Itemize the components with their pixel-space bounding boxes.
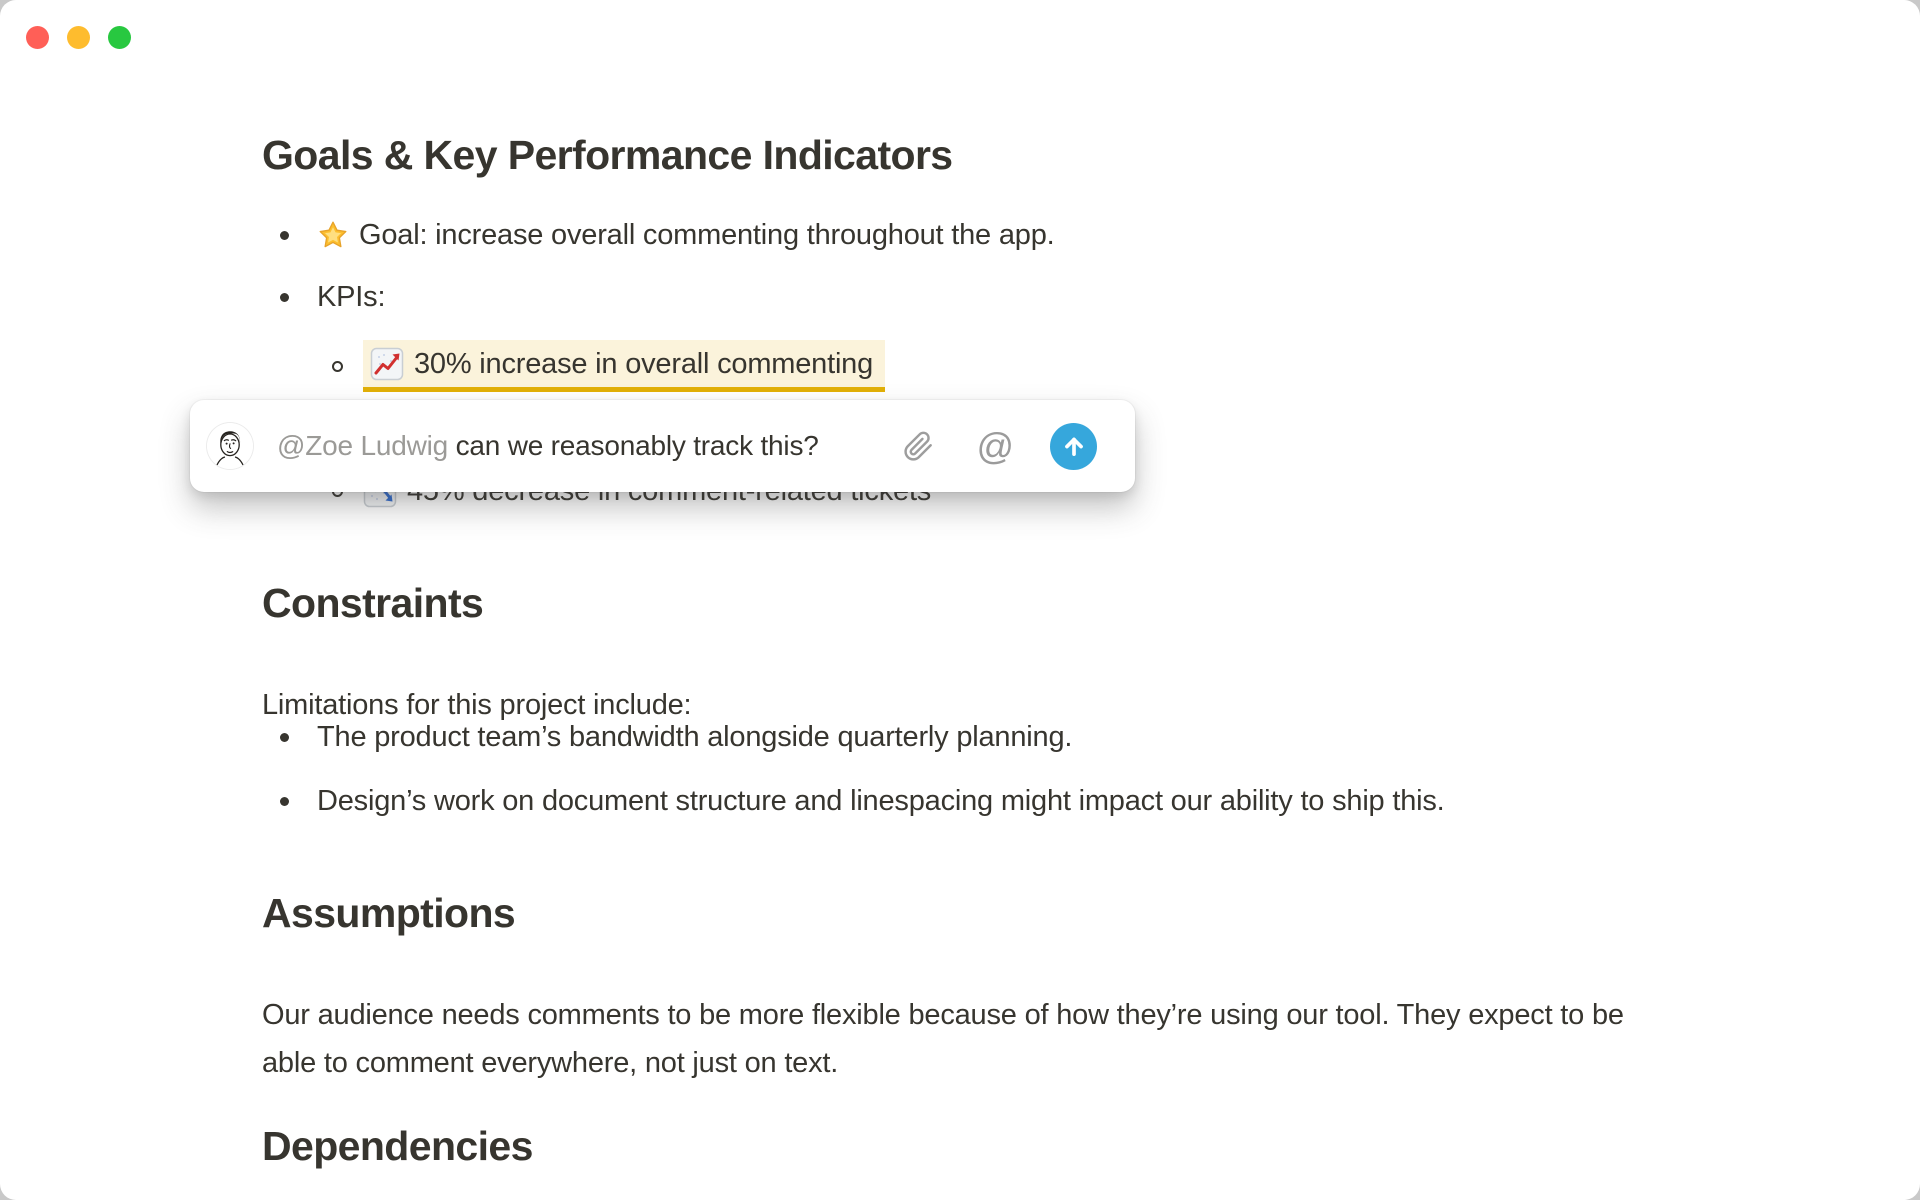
- bullet-dot: [280, 230, 289, 240]
- kpis-label: KPIs:: [317, 280, 386, 313]
- constraint-2-text: Design’s work on document structure and …: [317, 784, 1445, 817]
- close-window-button[interactable]: [26, 26, 49, 49]
- goal-text: Goal: increase overall commenting throug…: [359, 218, 1055, 251]
- assumptions-body: Our audience needs comments to be more f…: [262, 999, 1624, 1079]
- bullet-circle: [332, 360, 343, 372]
- bullet-dot: [280, 292, 289, 302]
- heading-constraints: Constraints: [262, 580, 484, 626]
- list-item-constraint-1: The product team’s bandwidth alongside q…: [262, 714, 1072, 760]
- at-icon[interactable]: @: [976, 425, 1014, 467]
- comment-composer-popup: @Zoe Ludwig can we reasonably track this…: [190, 400, 1135, 492]
- minimize-window-button[interactable]: [67, 26, 90, 49]
- comment-text: can we reasonably track this?: [447, 430, 819, 461]
- constraints-intro: Limitations for this project include:: [262, 689, 692, 721]
- bullet-dot: [280, 796, 289, 806]
- user-avatar: [207, 423, 253, 469]
- commented-highlight[interactable]: 30% increase in overall commenting: [363, 340, 886, 392]
- star-emoji: [317, 219, 349, 251]
- heading-goals-kpis: Goals & Key Performance Indicators: [262, 132, 953, 178]
- list-item-kpis: KPIs:: [262, 274, 386, 320]
- zoom-window-button[interactable]: [108, 26, 131, 49]
- send-comment-button[interactable]: [1050, 422, 1097, 470]
- paperclip-icon[interactable]: [903, 431, 934, 462]
- bullet-dot: [280, 732, 289, 742]
- kpi-30-text: 30% increase in overall commenting: [414, 347, 874, 380]
- heading-assumptions: Assumptions: [262, 890, 516, 936]
- chart-increasing-emoji: [370, 347, 404, 381]
- list-item-constraint-2: Design’s work on document structure and …: [262, 778, 1445, 824]
- list-item-goal: Goal: increase overall commenting throug…: [262, 212, 1055, 258]
- mention-zoe-ludwig[interactable]: @Zoe Ludwig: [277, 430, 448, 461]
- constraint-1-text: The product team’s bandwidth alongside q…: [317, 720, 1073, 753]
- window-controls: [26, 26, 131, 49]
- heading-dependencies: Dependencies: [262, 1123, 533, 1169]
- arrow-up-icon: [1064, 437, 1083, 456]
- list-item-kpi-30: 30% increase in overall commenting: [262, 336, 886, 396]
- comment-input[interactable]: @Zoe Ludwig can we reasonably track this…: [277, 430, 903, 462]
